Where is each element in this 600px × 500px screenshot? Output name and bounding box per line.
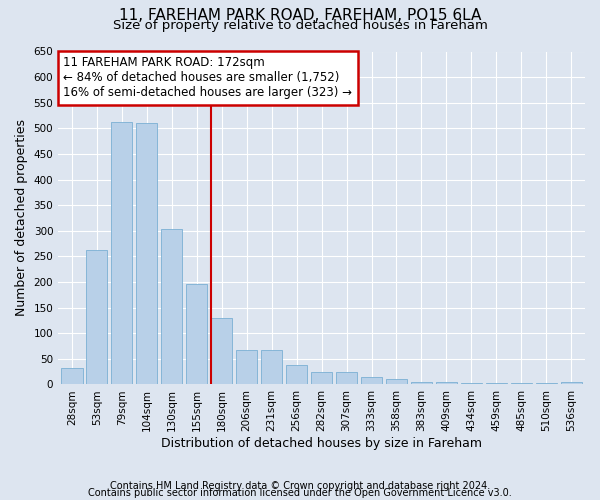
Text: Size of property relative to detached houses in Fareham: Size of property relative to detached ho… [113, 19, 487, 32]
Text: 11, FAREHAM PARK ROAD, FAREHAM, PO15 6LA: 11, FAREHAM PARK ROAD, FAREHAM, PO15 6LA [119, 8, 481, 22]
Bar [436, 382, 457, 384]
Bar [286, 365, 307, 384]
Bar [536, 383, 557, 384]
Bar [486, 383, 507, 384]
Bar [211, 318, 232, 384]
Text: 11 FAREHAM PARK ROAD: 172sqm
← 84% of detached houses are smaller (1,752)
16% of: 11 FAREHAM PARK ROAD: 172sqm ← 84% of de… [64, 56, 352, 100]
Bar [186, 284, 208, 384]
Bar [361, 377, 382, 384]
Y-axis label: Number of detached properties: Number of detached properties [15, 120, 28, 316]
Bar [336, 372, 357, 384]
Bar [236, 350, 257, 384]
Bar [560, 382, 582, 384]
Bar [311, 372, 332, 384]
Text: Contains public sector information licensed under the Open Government Licence v3: Contains public sector information licen… [88, 488, 512, 498]
Bar [136, 123, 157, 384]
X-axis label: Distribution of detached houses by size in Fareham: Distribution of detached houses by size … [161, 437, 482, 450]
Bar [161, 229, 182, 384]
Bar [61, 368, 83, 384]
Bar [86, 250, 107, 384]
Bar [511, 383, 532, 384]
Text: Contains HM Land Registry data © Crown copyright and database right 2024.: Contains HM Land Registry data © Crown c… [110, 481, 490, 491]
Bar [111, 122, 133, 384]
Bar [386, 380, 407, 384]
Bar [261, 350, 282, 384]
Bar [411, 382, 432, 384]
Bar [461, 383, 482, 384]
